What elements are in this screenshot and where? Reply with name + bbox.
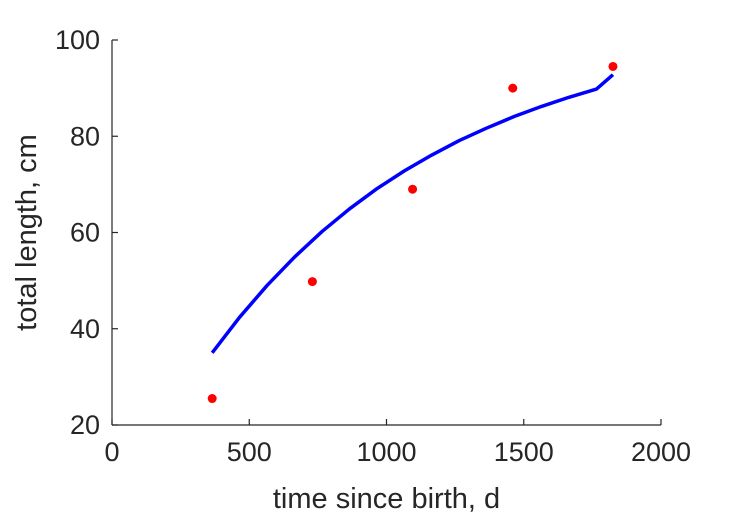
x-tick-label: 0: [104, 437, 119, 467]
axes: 0 500 1000 1500 2000 20 40 60 80 100: [55, 25, 691, 467]
y-tick-label: 40: [70, 314, 100, 344]
plot-area: [207, 61, 618, 404]
data-point: [408, 184, 418, 194]
x-tick-label: 2000: [631, 437, 691, 467]
data-point: [608, 61, 618, 71]
y-axis-label: total length, cm: [11, 134, 43, 331]
x-tick-label: 500: [227, 437, 272, 467]
fitted-curve-line: [210, 73, 615, 354]
y-tick-label: 20: [70, 410, 100, 440]
data-point: [508, 83, 518, 93]
x-axis-label: time since birth, d: [273, 483, 500, 515]
data-point: [307, 277, 317, 287]
y-tick-label: 80: [70, 121, 100, 151]
x-tick-label: 1500: [494, 437, 554, 467]
data-point: [207, 394, 217, 404]
x-tick-label: 1000: [356, 437, 416, 467]
y-tick-label: 100: [55, 25, 100, 55]
y-tick-label: 60: [70, 218, 100, 248]
